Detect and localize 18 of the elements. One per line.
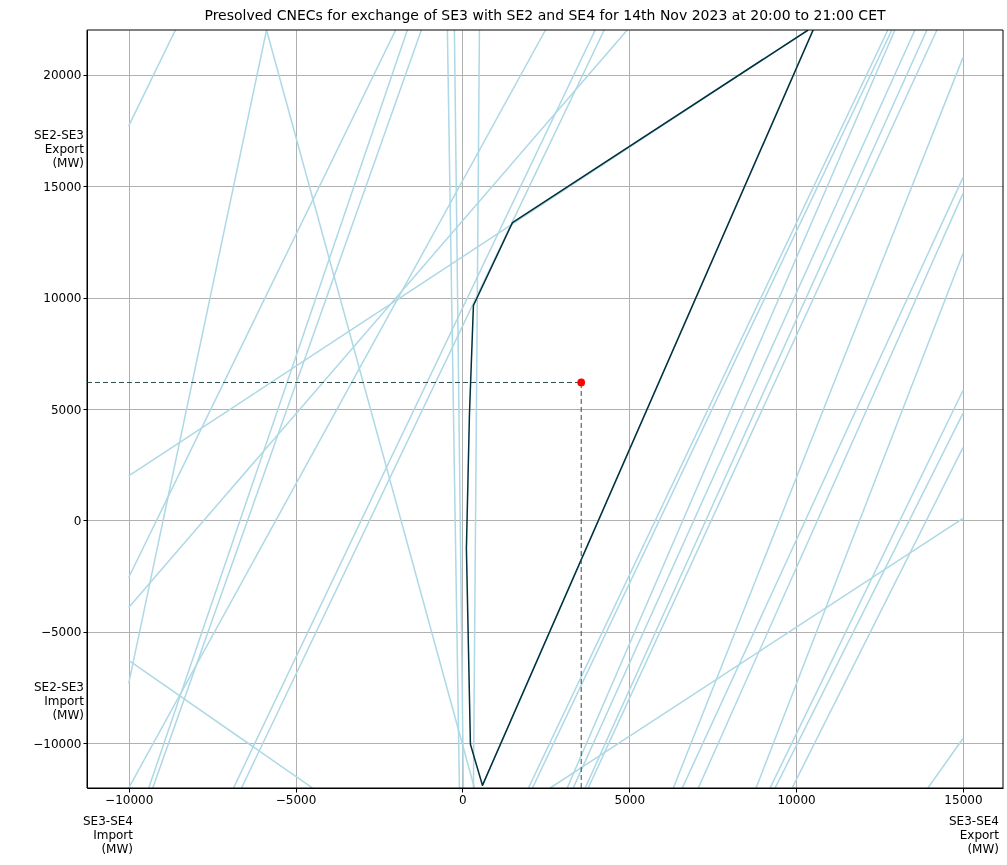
chart-title: Presolved CNECs for exchange of SE3 with SE2 and SE4 for 14th Nov 2023 at 20:00 to 21:00 CET (204, 6, 886, 23)
text: SE2-SE3 Export (MW) (34, 128, 85, 170)
x-tick-label: 15000 (944, 792, 983, 807)
y-tick-label: 10000 (43, 291, 82, 306)
text: SE3-SE4 Export (MW) (949, 814, 1000, 856)
x-tick-label: 5000 (614, 792, 646, 807)
x-tick-label: 10000 (777, 792, 816, 807)
y-tick-label: 0 (73, 513, 82, 528)
text: SE3-SE4 Import (MW) (83, 814, 134, 856)
y-tick-label: −5000 (40, 625, 82, 640)
x-tick-label: −5000 (275, 792, 317, 807)
y-tick-label: 15000 (43, 179, 82, 194)
y-tick-label: −10000 (33, 736, 82, 751)
x-tick-label: −10000 (105, 792, 154, 807)
y-tick-label: 20000 (43, 68, 82, 83)
text: SE2-SE3 Import (MW) (34, 680, 85, 722)
x-tick-label: 0 (459, 792, 467, 807)
y-tick-label: 5000 (50, 402, 82, 417)
